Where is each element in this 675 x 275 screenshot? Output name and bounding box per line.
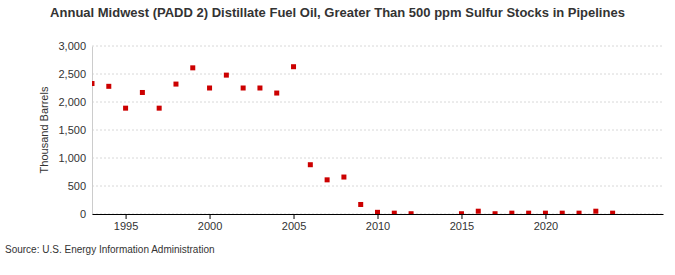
y-tick-label: 500: [68, 180, 86, 192]
x-tick-label: 2020: [534, 220, 558, 232]
point: [577, 211, 582, 214]
x-tick-label: 2005: [282, 220, 306, 232]
x-tick-mark: [378, 214, 379, 219]
y-tick: 2,000: [58, 96, 92, 108]
x-tick-label: 2010: [366, 220, 390, 232]
point: [325, 177, 330, 182]
x-tick: 2015: [450, 214, 474, 232]
x-tick: 2005: [282, 214, 306, 232]
y-tick: 1,000: [58, 152, 92, 164]
point: [593, 209, 598, 214]
point: [409, 211, 414, 214]
grid-line: [92, 102, 663, 103]
point: [509, 211, 514, 214]
grid-line: [92, 186, 663, 187]
point: [207, 86, 212, 91]
y-tick-label: 1,000: [58, 152, 86, 164]
y-tick-label: 2,500: [58, 68, 86, 80]
point: [257, 86, 262, 91]
point: [173, 82, 178, 87]
grid-line: [92, 158, 663, 159]
x-tick-mark: [461, 214, 462, 219]
grid: [92, 46, 663, 214]
point: [241, 86, 246, 91]
point: [459, 211, 464, 214]
points: [92, 64, 615, 214]
chart: 0 500 1,000 1,500 2,000 2,500 3,000 1995 2000 200…: [0, 0, 675, 275]
point: [476, 209, 481, 214]
x-tick: 2010: [366, 214, 390, 232]
x-tick-mark: [126, 214, 127, 219]
x-tick-label: 2000: [198, 220, 222, 232]
source: Source: U.S. Energy Information Administ…: [5, 244, 215, 255]
y-tick: 0: [80, 208, 92, 220]
y-tick: 1,500: [58, 124, 92, 136]
x-tick-label: 1995: [114, 220, 138, 232]
y-axis-line: [92, 47, 93, 215]
point: [291, 64, 296, 69]
point: [493, 211, 498, 214]
x-tick-mark: [545, 214, 546, 219]
y-tick-label: 2,000: [58, 96, 86, 108]
point: [610, 211, 615, 214]
y-tick: 2,500: [58, 68, 92, 80]
y-axis: 0 500 1,000 1,500 2,000 2,500 3,000: [58, 40, 92, 220]
plot: 0 500 1,000 1,500 2,000 2,500 3,000 1995 2000 200…: [58, 40, 663, 232]
point: [106, 84, 111, 89]
y-tick-label: 3,000: [58, 40, 86, 52]
title: Annual Midwest (PADD 2) Distillate Fuel …: [50, 5, 625, 20]
point: [92, 81, 95, 86]
x-tick-label: 2015: [450, 220, 474, 232]
grid-line: [92, 130, 663, 131]
point: [358, 202, 363, 207]
point: [157, 106, 162, 111]
point: [526, 211, 531, 214]
x-tick: 2000: [198, 214, 222, 232]
point: [308, 162, 313, 167]
x-tick-mark: [294, 214, 295, 219]
y-tick-label: 1,500: [58, 124, 86, 136]
grid-line: [92, 46, 663, 47]
grid-line: [92, 74, 663, 75]
point: [140, 90, 145, 95]
point: [190, 65, 195, 70]
point: [274, 91, 279, 96]
x-axis: 1995 2000 2005 2010 2015 2020: [93, 214, 664, 232]
point: [375, 210, 380, 214]
point: [560, 211, 565, 214]
point: [123, 106, 128, 111]
x-tick: 1995: [114, 214, 138, 232]
y-tick-label: 0: [80, 208, 86, 220]
y-axis-title: Thousand Barrels: [38, 86, 50, 173]
x-tick: 2020: [534, 214, 558, 232]
y-tick: 500: [68, 180, 92, 192]
x-tick-mark: [210, 214, 211, 219]
point: [341, 175, 346, 180]
point: [543, 211, 548, 214]
point: [224, 73, 229, 78]
point: [392, 211, 397, 214]
y-tick: 3,000: [58, 40, 92, 52]
